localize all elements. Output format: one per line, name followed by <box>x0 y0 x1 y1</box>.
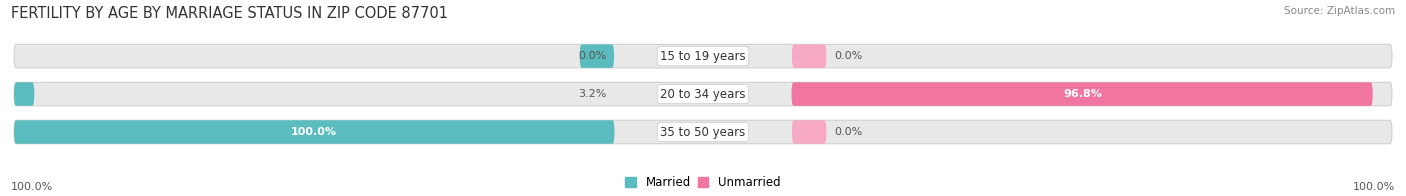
Text: 20 to 34 years: 20 to 34 years <box>661 88 745 101</box>
FancyBboxPatch shape <box>792 44 827 68</box>
Text: 100.0%: 100.0% <box>291 127 337 137</box>
FancyBboxPatch shape <box>792 82 1372 106</box>
Legend: Married, Unmarried: Married, Unmarried <box>623 174 783 192</box>
Text: FERTILITY BY AGE BY MARRIAGE STATUS IN ZIP CODE 87701: FERTILITY BY AGE BY MARRIAGE STATUS IN Z… <box>11 6 449 21</box>
Text: 35 to 50 years: 35 to 50 years <box>661 125 745 139</box>
FancyBboxPatch shape <box>14 82 34 106</box>
FancyBboxPatch shape <box>792 120 827 144</box>
Text: Source: ZipAtlas.com: Source: ZipAtlas.com <box>1284 6 1395 16</box>
Text: 96.8%: 96.8% <box>1063 89 1102 99</box>
Text: 3.2%: 3.2% <box>578 89 606 99</box>
FancyBboxPatch shape <box>14 44 1392 68</box>
FancyBboxPatch shape <box>14 82 1392 106</box>
Text: 100.0%: 100.0% <box>11 182 53 192</box>
Text: 0.0%: 0.0% <box>834 127 862 137</box>
FancyBboxPatch shape <box>14 120 614 144</box>
FancyBboxPatch shape <box>579 44 614 68</box>
Text: 100.0%: 100.0% <box>1353 182 1395 192</box>
Text: 15 to 19 years: 15 to 19 years <box>661 50 745 63</box>
Text: 0.0%: 0.0% <box>578 51 606 61</box>
Text: 0.0%: 0.0% <box>834 51 862 61</box>
FancyBboxPatch shape <box>14 120 1392 144</box>
